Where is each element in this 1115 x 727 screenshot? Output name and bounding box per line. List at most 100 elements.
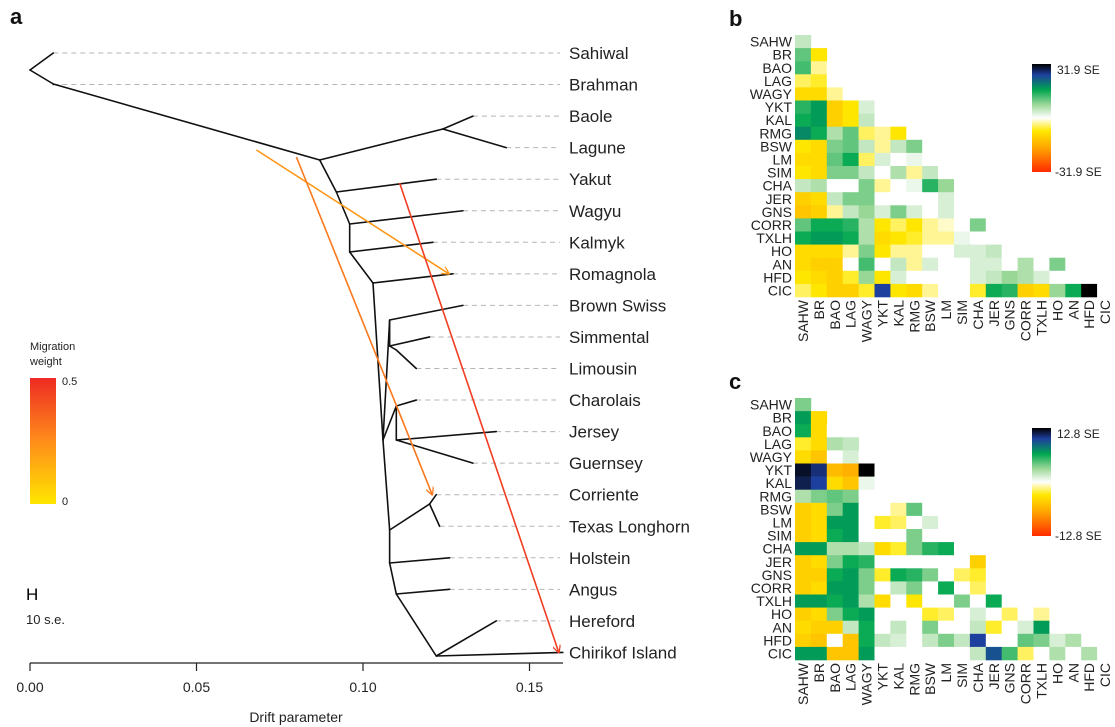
heatmap-cell <box>795 489 812 504</box>
heatmap-cell <box>1049 270 1066 285</box>
heatmap-cell <box>858 620 875 635</box>
heatmap-cell <box>795 555 812 569</box>
heatmap-cell <box>1033 633 1050 648</box>
tree-edge <box>442 128 507 149</box>
heatmap-cell <box>985 633 1002 648</box>
heatmap-cell <box>1001 257 1018 272</box>
heatmap-row-label: BR <box>773 47 792 63</box>
heatmap-cell <box>906 581 923 595</box>
x-tick-label: 0.15 <box>516 679 543 695</box>
heatmap-cell <box>826 166 843 180</box>
heatmap-cell <box>906 646 923 661</box>
heatmap-cell <box>1033 257 1050 272</box>
heatmap-cell <box>922 270 939 285</box>
heatmap-cell <box>858 231 875 245</box>
heatmap-cell <box>922 581 939 595</box>
leaf-label: Brown Swiss <box>569 296 666 315</box>
heatmap-col-label: HO <box>1049 300 1065 321</box>
heatmap-cell <box>890 581 907 595</box>
heatmap-col-label: CORR <box>1018 300 1034 341</box>
tree-edge <box>388 503 431 531</box>
heatmap-col-label: GNS <box>1002 663 1018 693</box>
tree-edge <box>52 83 321 161</box>
heatmap-cell <box>890 166 907 180</box>
heatmap-cell <box>969 646 987 661</box>
heatmap-cell <box>969 205 987 219</box>
heatmap-cell <box>906 257 923 272</box>
heatmap-cell <box>826 244 843 258</box>
heatmap-row-label: LM <box>773 514 792 530</box>
heatmap-col-label: RMG <box>906 300 922 333</box>
panel-c-letter: c <box>729 369 741 394</box>
heatmap-cell <box>969 555 987 569</box>
heatmap-cell <box>858 515 875 530</box>
heatmap-cell <box>906 607 923 621</box>
heatmap-cell <box>810 74 828 88</box>
heatmap-cell <box>874 594 891 608</box>
heatmap-cell <box>1081 283 1098 298</box>
heatmap-cell <box>1065 620 1082 635</box>
heatmap-cell <box>826 152 843 167</box>
heatmap-cell <box>938 607 955 621</box>
heatmap-cell <box>795 218 812 232</box>
heatmap-cell <box>826 502 843 517</box>
heatmap-cell <box>826 257 843 272</box>
heatmap-cell <box>890 205 907 219</box>
heatmap-cell <box>795 411 812 425</box>
heatmap-cell <box>938 231 955 245</box>
heatmap-cell <box>810 502 828 517</box>
heatmap-row-label: JER <box>766 554 792 570</box>
leaf-label: Chirikof Island <box>569 643 677 662</box>
heatmap-col-label: AN <box>1065 663 1081 682</box>
leaf-label: Yakut <box>569 170 611 189</box>
leaf-label: Texas Longhorn <box>569 517 690 536</box>
tree-edge <box>395 349 418 370</box>
heatmap-cell <box>1001 205 1018 219</box>
heatmap-cell <box>842 100 859 114</box>
heatmap-cell <box>826 139 843 154</box>
heatmap-row-label: GNS <box>762 204 792 220</box>
heatmap-cell <box>826 179 843 193</box>
heatmap-cell <box>969 283 987 298</box>
heatmap-cell <box>969 581 987 595</box>
heatmap-cell <box>969 244 987 258</box>
heatmap-cell <box>1049 283 1066 298</box>
heatmap-cell <box>795 607 812 621</box>
migration-arrow <box>295 156 432 495</box>
heatmap-cell <box>922 502 939 517</box>
heatmap-cell <box>842 450 859 464</box>
heatmap-cell <box>1049 607 1066 621</box>
heatmap-row-label: LAG <box>764 436 792 452</box>
heatmap-col-label: HFD <box>1081 300 1097 329</box>
heatmap-cell <box>938 594 955 608</box>
tree-edge <box>29 52 55 71</box>
heatmap-cell <box>810 61 828 75</box>
heatmap-cell <box>890 218 907 232</box>
heatmap-cell <box>874 633 891 648</box>
heatmap-cell <box>842 594 859 608</box>
heatmap-col-label: BSW <box>922 662 938 695</box>
heatmap-cell <box>906 205 923 219</box>
heatmap-cell <box>795 152 812 167</box>
leaf-label: Romagnola <box>569 265 656 284</box>
heatmap-cell <box>954 581 971 595</box>
migration-arrow <box>398 182 559 652</box>
heatmap-cell <box>890 152 907 167</box>
heatmap-cell <box>810 450 828 464</box>
tree-edge <box>318 159 338 193</box>
heatmap-cell <box>1001 231 1018 245</box>
tree-edge <box>388 556 451 564</box>
heatmap-col-label: CHA <box>970 662 986 692</box>
heatmap-cell <box>795 139 812 154</box>
tree-edge <box>428 493 438 505</box>
heatmap-cell <box>874 179 891 193</box>
heatmap-cell <box>826 646 843 661</box>
tree-edge <box>382 439 391 531</box>
heatmap-cell <box>795 283 812 298</box>
heatmap-cell <box>890 244 907 258</box>
tree-edge <box>395 399 418 407</box>
heatmap-cell <box>858 463 875 477</box>
heatmap-cell <box>890 179 907 193</box>
heatmap-cell <box>1033 646 1050 661</box>
heatmap-cell <box>858 502 875 517</box>
